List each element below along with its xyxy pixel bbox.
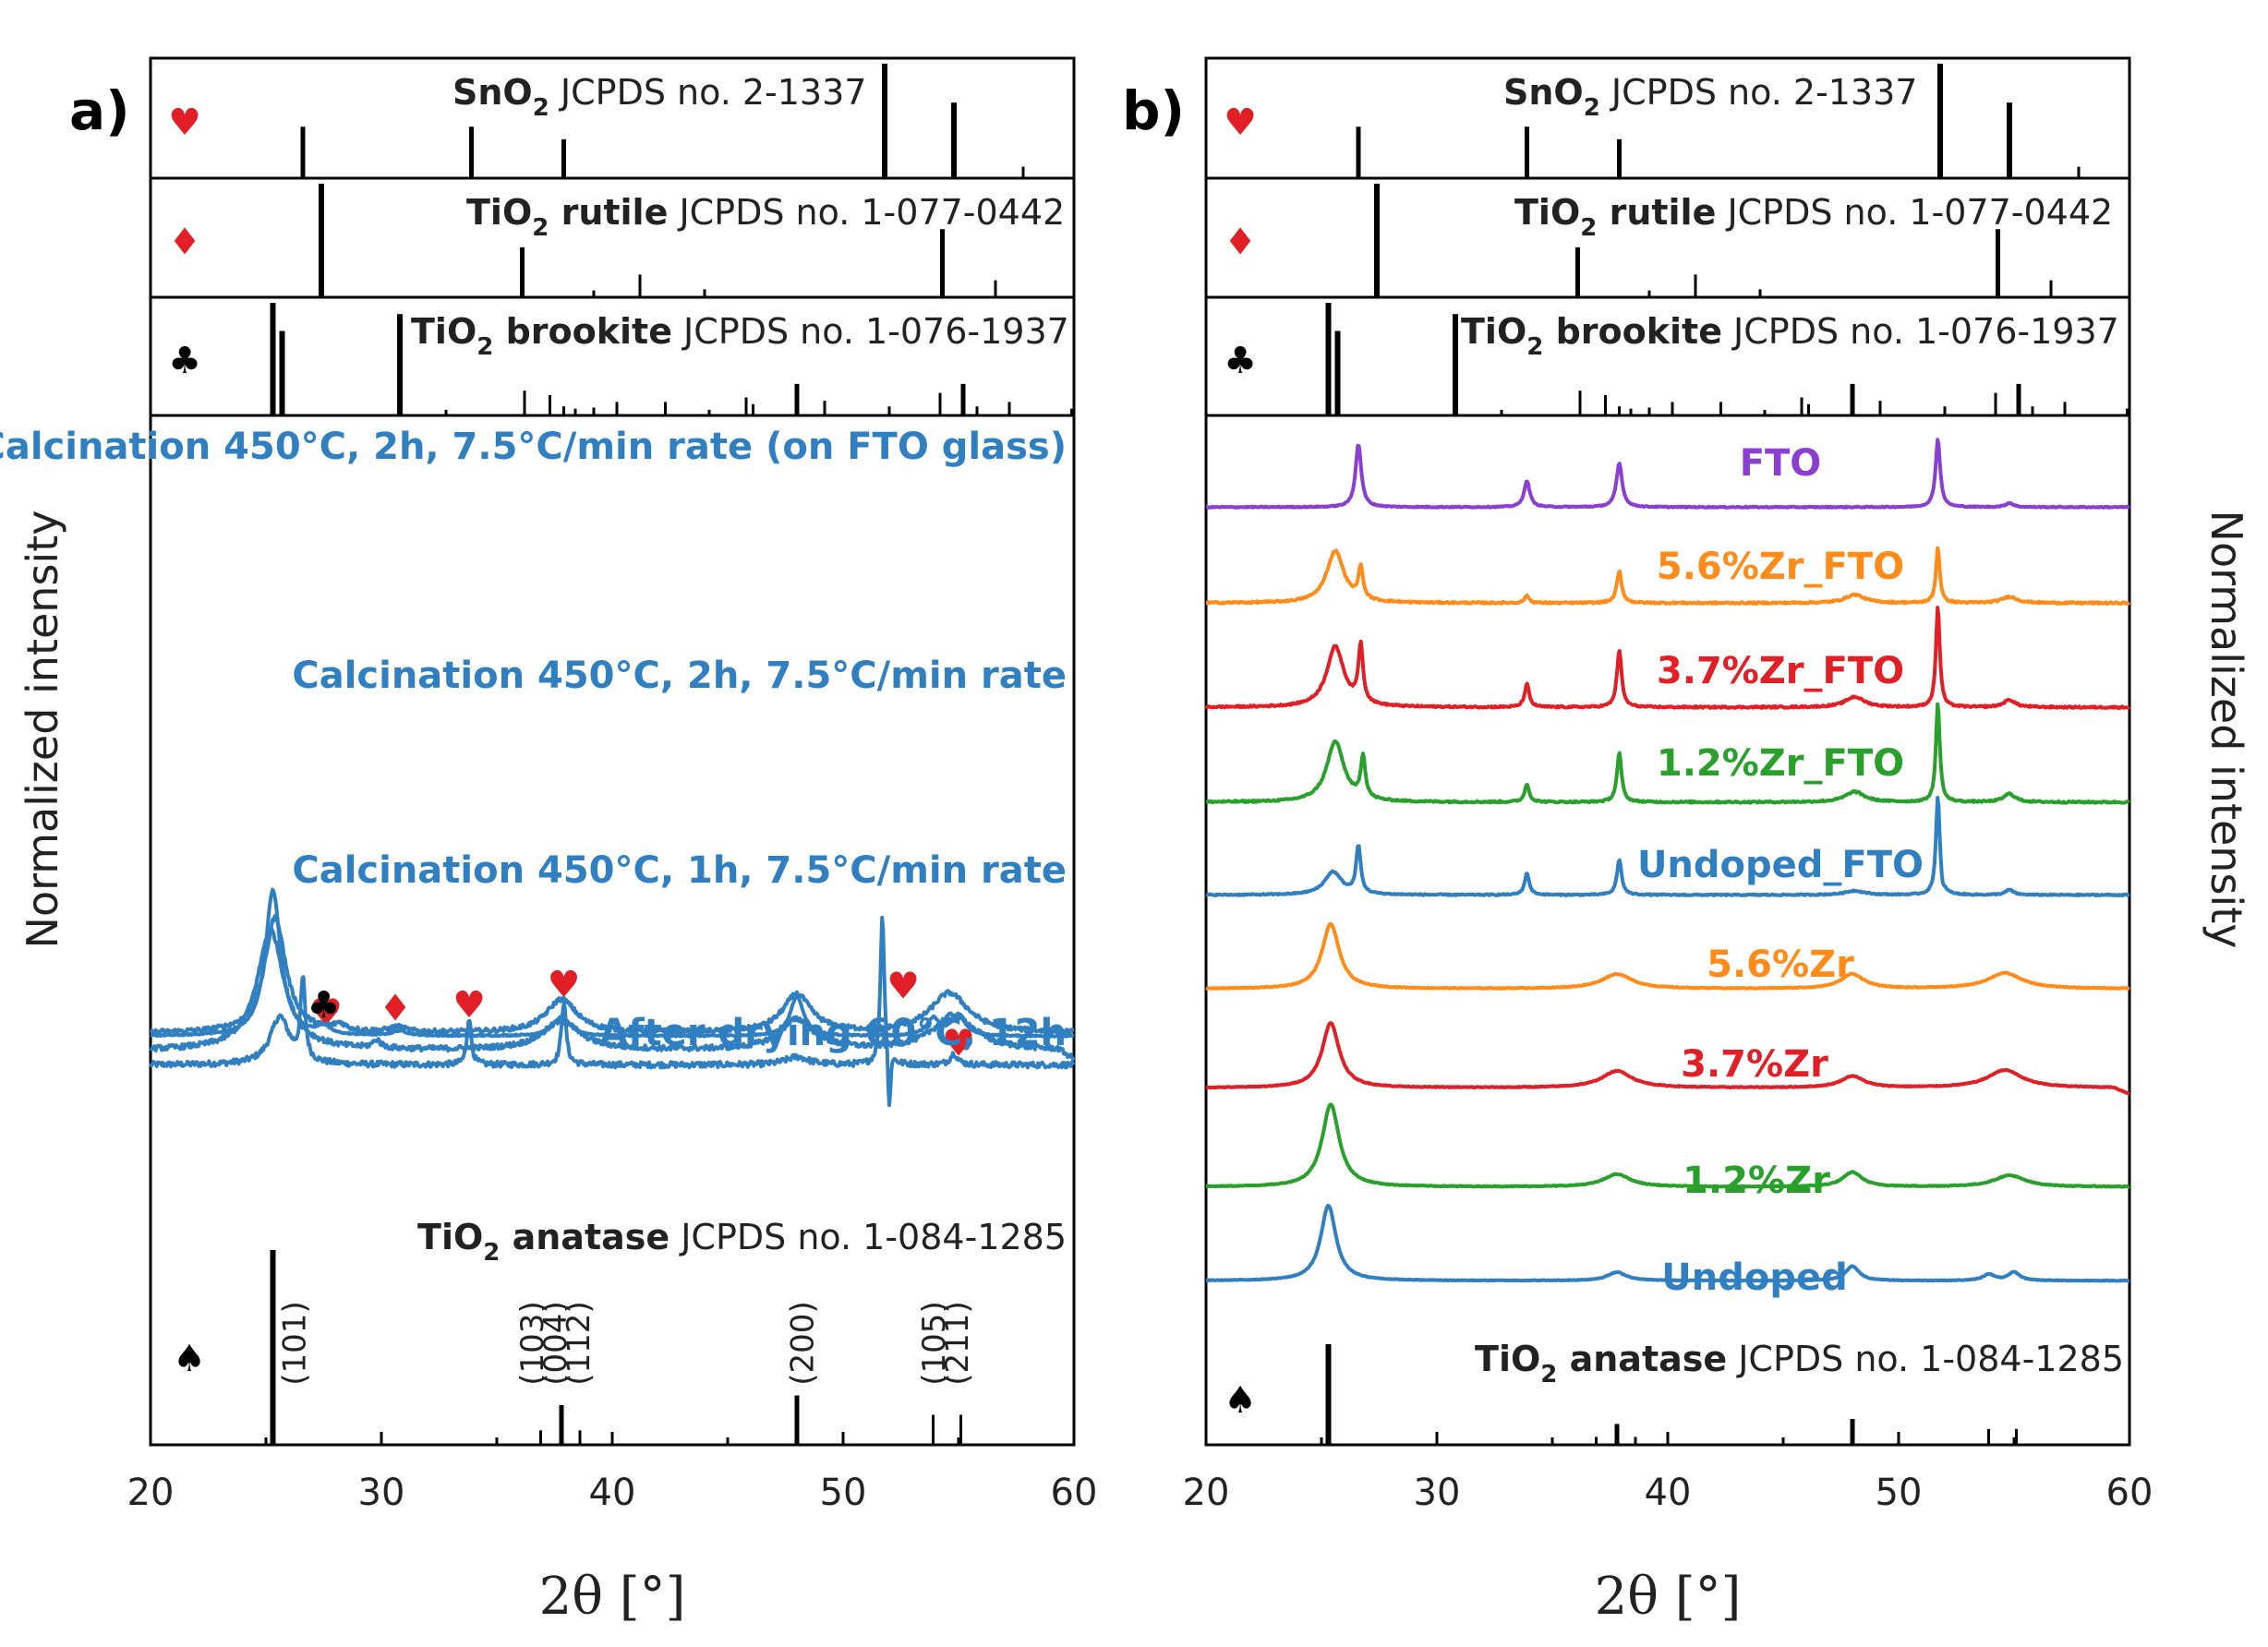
x-tick-label: 60 — [2106, 1472, 2153, 1514]
reference-tio2-brookite: TiO2 brookite JCPDS no. 1-076-1937 ♣ — [1224, 303, 2129, 415]
series-line — [149, 926, 1076, 1062]
series-line — [150, 913, 1075, 1036]
series-line — [1204, 606, 2131, 710]
series-line — [1205, 702, 2130, 805]
spade-symbol: ♠ — [173, 1338, 206, 1380]
series-6: 5.6%Zr — [1205, 921, 2130, 991]
series-7: 3.7%Zr — [1205, 1021, 2131, 1096]
series-label: Calcination 450°C, 2h, 7.5°C/min rate (o… — [0, 426, 1067, 468]
reference-label: TiO2 rutile JCPDS no. 1-077-0442 — [466, 192, 1065, 242]
reference-sno2: SnO2 JCPDS no. 2-1337 ♥ — [168, 64, 1025, 178]
reference-tio2-rutile: TiO2 rutile JCPDS no. 1-077-0442 ♦ — [1224, 184, 2113, 297]
reference-tio2-brookite: TiO2 brookite JCPDS no. 1-076-1937 ♣ — [168, 303, 1073, 415]
x-tick-label: 40 — [1645, 1472, 1692, 1514]
series-label: 3.7%Zr — [1681, 1043, 1828, 1086]
reference-tio2-rutile: TiO2 rutile JCPDS no. 1-077-0442 ♦ — [168, 184, 1065, 297]
x-axis: 20 30 40 50 60 2θ [°] — [1183, 1432, 2153, 1627]
reference-label: TiO2 anatase JCPDS no. 1-084-1285 — [1475, 1339, 2124, 1389]
x-tick-label: 30 — [1414, 1472, 1461, 1514]
reference-tio2-anatase: TiO2 anatase JCPDS no. 1-084-1285 ♠ — [1224, 1339, 2124, 1444]
panel-b: b) Normalized intensity 20 30 40 50 60 2θ [°] Sn… — [1122, 56, 2251, 1627]
reference-label: TiO2 brookite JCPDS no. 1-076-1937 — [1461, 311, 2119, 361]
series-line — [150, 887, 1075, 1039]
diamond-symbol: ♦ — [1224, 222, 1257, 264]
heart-marker: ♥ — [452, 984, 486, 1027]
y-axis-label: Normalized intensity — [2202, 511, 2251, 949]
reference-label: SnO2 JCPDS no. 2-1337 — [452, 72, 866, 122]
hkl-label: (112) — [561, 1301, 597, 1385]
diamond-marker: ♦ — [379, 988, 412, 1030]
x-tick-label: 40 — [589, 1472, 636, 1514]
series-line — [149, 915, 1076, 1108]
series-label: FTO — [1740, 442, 1822, 485]
series-label: 1.2%Zr_FTO — [1657, 742, 1904, 785]
series-label: 1.2%Zr — [1683, 1160, 1830, 1202]
series-label: 5.6%Zr_FTO — [1657, 546, 1904, 588]
series-4: 1.2%Zr_FTO — [1205, 702, 2130, 805]
series-label: Undoped — [1661, 1256, 1847, 1299]
series-line — [1205, 546, 2131, 607]
hkl-label: (105) — [916, 1301, 953, 1385]
club-symbol: ♣ — [1224, 340, 1257, 382]
reference-label: TiO2 rutile JCPDS no. 1-077-0442 — [1514, 192, 2113, 242]
series-2: 5.6%Zr_FTO — [1205, 546, 2131, 607]
series-3: Calcination 450°C, 1h, 7.5°C/min rate — [150, 849, 1075, 1036]
x-tick-label: 30 — [358, 1472, 405, 1514]
club-symbol: ♣ — [168, 340, 201, 382]
hkl-label: (211) — [939, 1301, 976, 1385]
series-label: Calcination 450°C, 2h, 7.5°C/min rate — [292, 655, 1067, 697]
series-label: Calcination 450°C, 1h, 7.5°C/min rate — [292, 849, 1067, 892]
heart-symbol: ♥ — [168, 102, 201, 144]
series-2: Calcination 450°C, 2h, 7.5°C/min rate♣ ♦ — [150, 655, 1075, 1039]
y-axis-label: Normalized intensity — [18, 511, 67, 949]
x-axis: 20 30 40 50 60 2θ [°] — [127, 1432, 1098, 1627]
reference-label: TiO2 anatase JCPDS no. 1-084-1285 — [417, 1217, 1067, 1267]
hkl-label: (004) — [537, 1301, 574, 1385]
hkl-label: (200) — [785, 1301, 822, 1385]
series-line — [1205, 796, 2130, 898]
heart-symbol: ♥ — [1224, 102, 1257, 144]
hkl-label: (101) — [277, 1301, 314, 1385]
x-tick-label: 20 — [127, 1472, 175, 1514]
x-axis-title: 2θ [°] — [1595, 1567, 1742, 1627]
x-tick-label: 60 — [1051, 1472, 1098, 1514]
series-1: FTO — [1205, 438, 2130, 510]
series-line — [1205, 1021, 2131, 1096]
x-tick-label: 50 — [820, 1472, 867, 1514]
series-line — [1205, 1203, 2130, 1283]
series-3: 3.7%Zr_FTO — [1204, 606, 2131, 710]
spade-symbol: ♠ — [1224, 1379, 1257, 1422]
diamond-symbol: ♦ — [168, 222, 201, 264]
reference-label: TiO2 brookite JCPDS no. 1-076-1937 — [411, 311, 1069, 361]
series-line — [1205, 438, 2130, 510]
x-tick-label: 20 — [1183, 1472, 1230, 1514]
series-label: After drying 60°C, 12h — [599, 1012, 1067, 1054]
reference-tio2-anatase: TiO2 anatase JCPDS no. 1-084-1285 ♠ (101) (… — [173, 1217, 1067, 1444]
x-axis-title: 2θ [°] — [539, 1567, 686, 1627]
series-line — [1205, 1102, 2131, 1189]
heart-marker: ♥ — [887, 965, 920, 1007]
series-4: After drying 60°C, 12h — [149, 926, 1076, 1062]
series-9: Undoped — [1205, 1203, 2130, 1299]
x-tick-label: 50 — [1876, 1472, 1923, 1514]
hkl-label: (103) — [514, 1301, 551, 1385]
series-label: 5.6%Zr — [1707, 944, 1854, 986]
panel-label: b) — [1122, 79, 1185, 142]
reference-label: SnO2 JCPDS no. 2-1337 — [1503, 72, 1917, 122]
series-label: 3.7%Zr_FTO — [1657, 650, 1904, 692]
series-line — [1205, 921, 2130, 991]
panel-label: a) — [69, 79, 130, 142]
series-label: Undoped_FTO — [1637, 844, 1924, 886]
series-8: 1.2%Zr — [1205, 1102, 2131, 1202]
series-1: Calcination 450°C, 2h, 7.5°C/min rate (o… — [0, 426, 1076, 1108]
series-5: Undoped_FTO — [1205, 796, 2130, 898]
reference-sno2: SnO2 JCPDS no. 2-1337 ♥ — [1224, 64, 2081, 178]
panel-a: a) Normalized intensity 20 30 40 50 60 2θ [°] Sn… — [0, 56, 1098, 1627]
